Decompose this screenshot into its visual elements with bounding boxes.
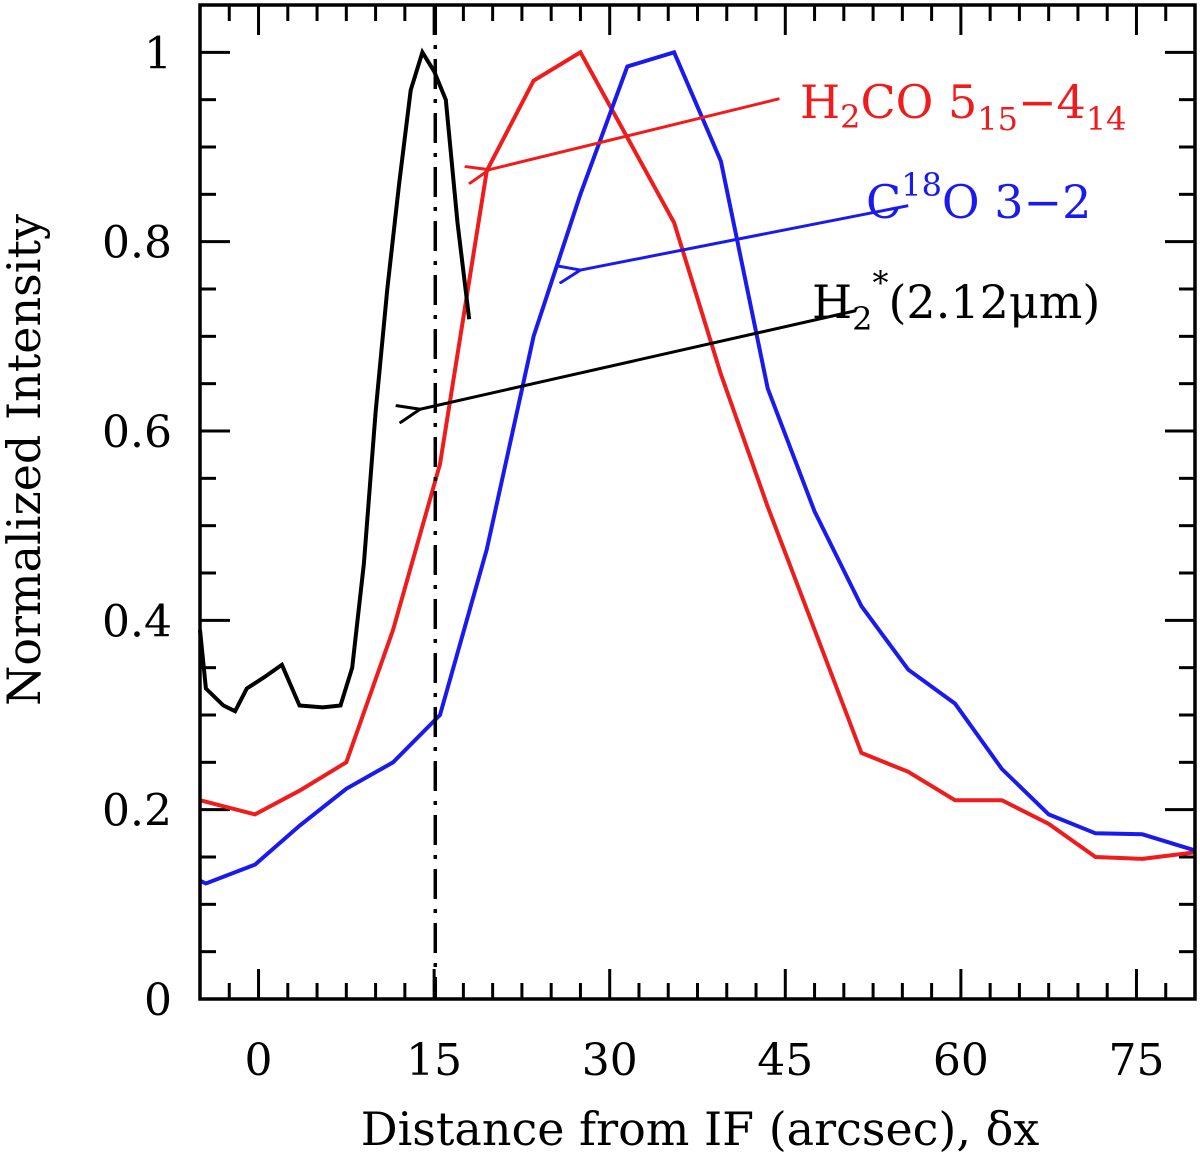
c18o-label-mid: O 3−2 (942, 175, 1091, 229)
h2co-label-sub2: 15 (977, 100, 1018, 138)
x-tick-label: 0 (245, 1035, 273, 1086)
x-tick-label: 45 (757, 1035, 813, 1086)
y-tick-label: 0.8 (102, 218, 172, 269)
h2-label-rest: (2.12μm) (888, 275, 1100, 329)
h2co-label: H2CO 515−414 (800, 75, 1127, 138)
y-tick-label: 0.2 (102, 786, 172, 837)
y-tick-label: 0 (144, 975, 172, 1026)
h2co-label-base: H (800, 75, 840, 129)
h2-label: H2*(2.12μm) (812, 264, 1100, 338)
c18o-label: C18O 3−2 (866, 166, 1091, 229)
h2co-label-sub1: 2 (840, 98, 860, 136)
h2-arrow (420, 309, 856, 409)
h2co-arrow (489, 97, 780, 170)
plot-frame (198, 3, 1197, 1001)
tick-labels: 0 15 30 45 60 75 0 0.2 0.4 0.6 0.8 1 (102, 28, 1164, 1086)
h2co-label-mid2: −4 (1018, 75, 1086, 129)
h2-line (198, 47, 472, 714)
h2-label-sub: 2 (852, 300, 872, 338)
c18o-label-sup: 18 (901, 166, 942, 204)
series-layer (198, 47, 1196, 886)
y-tick-label: 0.6 (102, 407, 172, 458)
x-tick-label: 15 (406, 1035, 462, 1086)
c18o-label-base: C (866, 175, 901, 229)
x-tick-label: 75 (1108, 1035, 1164, 1086)
x-axis-label: Distance from IF (arcsec), δx (361, 1102, 1040, 1156)
x-tick-label: 30 (582, 1035, 638, 1086)
h2co-label-mid: CO 5 (860, 75, 977, 129)
y-tick-label: 0.4 (102, 596, 172, 647)
c18o-line (199, 49, 1196, 886)
x-tick-label: 60 (933, 1035, 989, 1086)
h2-label-base: H (812, 275, 852, 329)
h2co-line (199, 49, 1196, 861)
h2-label-sup: * (872, 264, 888, 302)
axis-ticks (198, 3, 1197, 1001)
c18o-arrow (580, 204, 909, 270)
y-axis-label: Normalized Intensity (0, 214, 51, 706)
h2co-label-sub3: 14 (1086, 100, 1127, 138)
y-tick-label: 1 (144, 28, 172, 79)
